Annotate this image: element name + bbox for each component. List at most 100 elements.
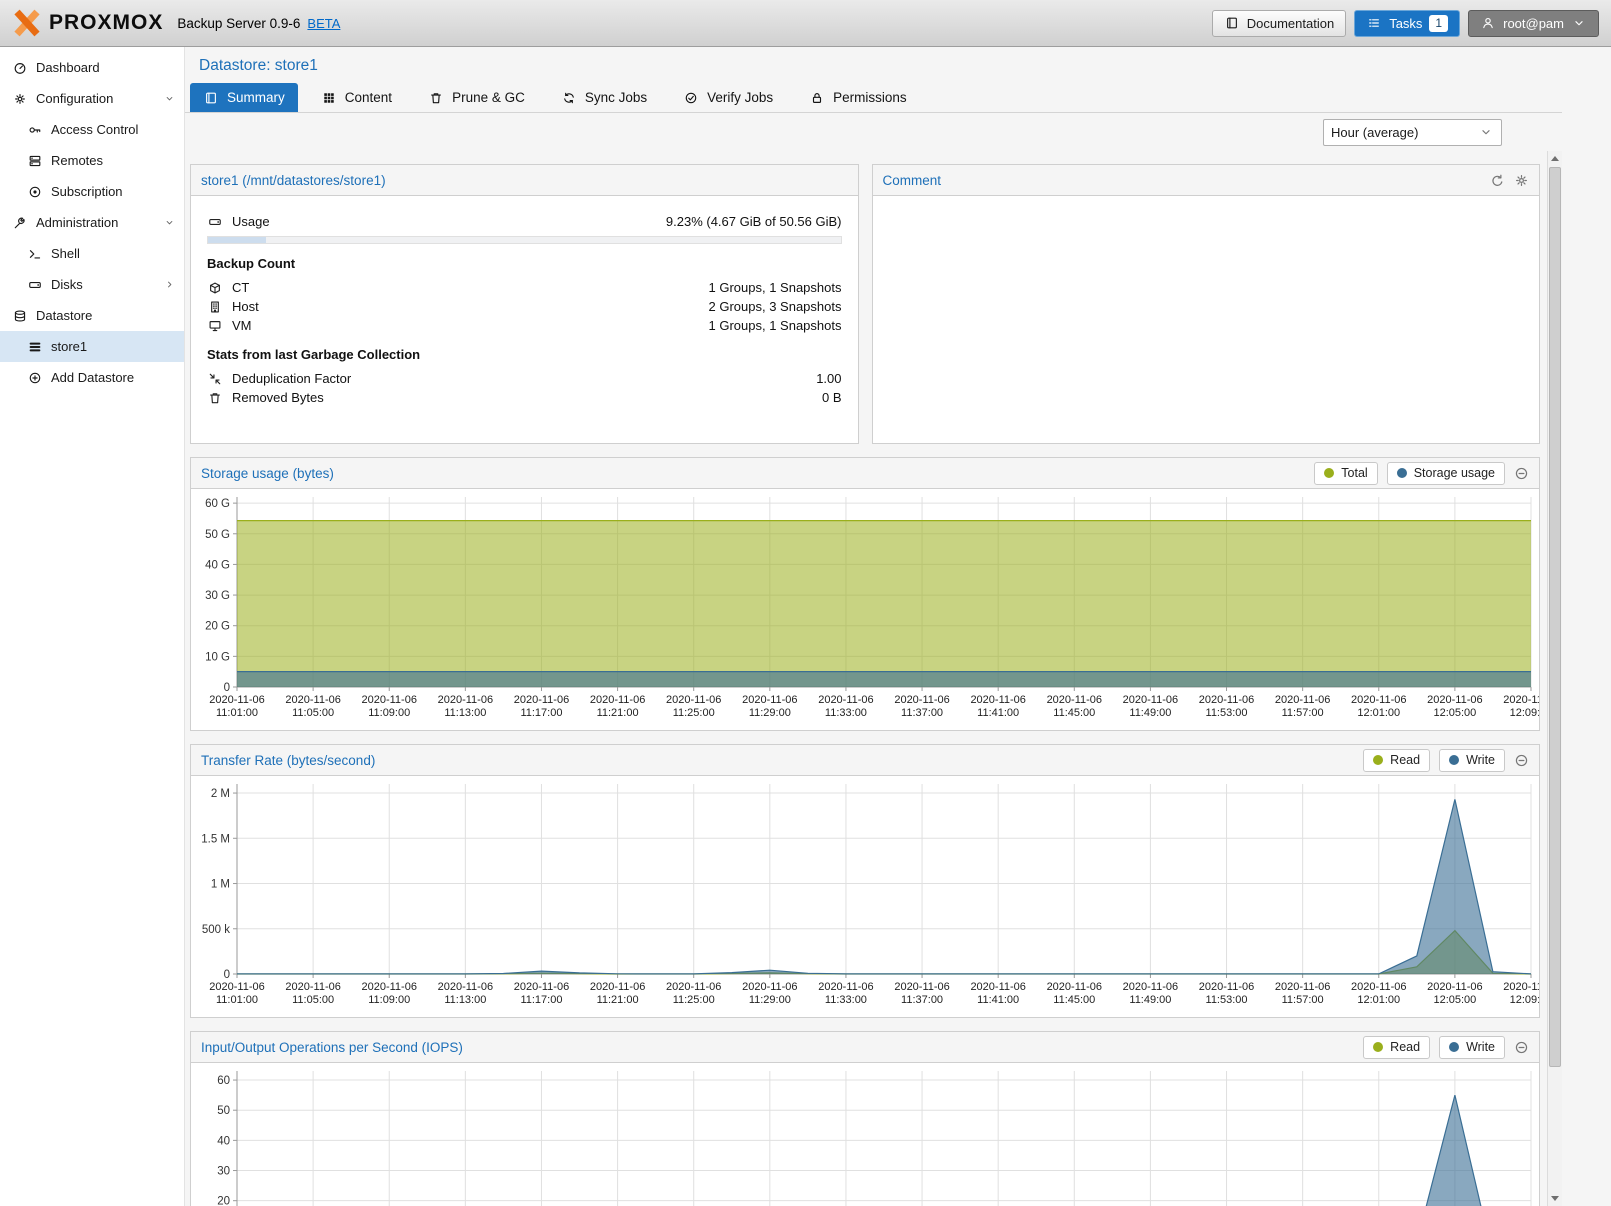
svg-text:11:57:00: 11:57:00 xyxy=(1282,994,1324,1006)
collapse-icon[interactable] xyxy=(1514,753,1529,768)
legend-storage-usage[interactable]: Storage usage xyxy=(1386,461,1505,485)
legend-dot xyxy=(1449,1042,1460,1052)
beta-link[interactable]: BETA xyxy=(307,15,341,31)
svg-text:2020-11-06: 2020-11-06 xyxy=(438,694,493,706)
tab-sync-jobs[interactable]: Sync Jobs xyxy=(548,83,660,112)
row-label: Deduplication Factor xyxy=(232,371,352,386)
tasks-icon xyxy=(1366,15,1382,31)
svg-text:2020-11-06: 2020-11-06 xyxy=(438,981,493,993)
svg-text:2020-11-06: 2020-11-06 xyxy=(590,694,645,706)
svg-text:2020-11-06: 2020-11-06 xyxy=(209,694,264,706)
legend-dot xyxy=(1373,1042,1384,1052)
gc-stats-rows: Deduplication Factor 1.00 Removed Bytes 0 B xyxy=(207,369,842,407)
sidebar-item-subscription[interactable]: Subscription xyxy=(0,176,184,207)
svg-text:11:53:00: 11:53:00 xyxy=(1206,707,1248,719)
comment-panel-body[interactable] xyxy=(872,196,1539,443)
svg-text:11:29:00: 11:29:00 xyxy=(749,994,791,1006)
sidebar-item-dashboard[interactable]: Dashboard xyxy=(0,52,184,83)
svg-text:50: 50 xyxy=(217,1105,230,1117)
sidebar-item-label: Dashboard xyxy=(36,60,100,75)
svg-text:12:01:00: 12:01:00 xyxy=(1357,707,1400,719)
usage-value: 9.23% (4.67 GiB of 50.56 GiB) xyxy=(665,214,842,229)
sidebar-item-add-datastore[interactable]: Add Datastore xyxy=(0,362,184,393)
chart-canvas: 01020304050602020-11-0611:01:002020-11-0… xyxy=(217,1071,1532,1206)
legend-total[interactable]: Total xyxy=(1314,461,1378,485)
svg-text:2020-11-06: 2020-11-06 xyxy=(970,981,1025,993)
building-icon xyxy=(207,299,223,315)
legend-label: Total xyxy=(1341,466,1368,480)
charts-container: Storage usage (bytes) Total Storage usage 0… xyxy=(190,457,1540,1206)
trash-icon xyxy=(207,390,223,406)
legend-dot xyxy=(1373,755,1384,765)
chevron-down-icon xyxy=(164,217,175,228)
svg-text:11:09:00: 11:09:00 xyxy=(368,707,410,719)
legend-label: Read xyxy=(1390,1040,1421,1054)
timeframe-select[interactable]: Hour (average) xyxy=(1323,118,1502,146)
logo-text: PROXMOX xyxy=(49,11,164,34)
sidebar-item-datastore[interactable]: Datastore xyxy=(0,300,184,331)
proxmox-logo: PROXMOX xyxy=(12,8,163,38)
svg-text:2020-11-06: 2020-11-06 xyxy=(894,694,949,706)
sidebar-item-label: Disks xyxy=(51,277,83,292)
usage-progress-fill xyxy=(208,237,267,243)
scrollbar-thumb[interactable] xyxy=(1549,167,1561,1067)
sidebar-item-remotes[interactable]: Remotes xyxy=(0,145,184,176)
key-icon xyxy=(27,122,43,138)
svg-text:12:09:00: 12:09:00 xyxy=(1510,707,1539,719)
summary-row-removed-bytes: Removed Bytes 0 B xyxy=(207,388,842,407)
legend-read[interactable]: Read xyxy=(1363,748,1431,772)
check-circle-icon xyxy=(683,90,699,106)
timeframe-value: Hour (average) xyxy=(1331,124,1419,140)
legend-write[interactable]: Write xyxy=(1439,748,1505,772)
svg-text:2 M: 2 M xyxy=(211,788,230,800)
chart-toolbar: Hour (average) xyxy=(185,113,1562,151)
svg-text:11:05:00: 11:05:00 xyxy=(292,994,334,1006)
trash-icon xyxy=(428,90,444,106)
usage-row: Usage 9.23% (4.67 GiB of 50.56 GiB) xyxy=(207,212,842,231)
svg-text:12:05:00: 12:05:00 xyxy=(1433,994,1476,1006)
sidebar-item-administration[interactable]: Administration xyxy=(0,207,184,238)
tab-verify-jobs[interactable]: Verify Jobs xyxy=(670,83,786,112)
backup-count-heading: Backup Count xyxy=(207,256,296,271)
tab-content[interactable]: Content xyxy=(308,83,405,112)
documentation-button[interactable]: Documentation xyxy=(1211,9,1347,37)
summary-row-deduplication-factor: Deduplication Factor 1.00 xyxy=(207,369,842,388)
svg-text:2020-11-06: 2020-11-06 xyxy=(1123,981,1178,993)
chevron-down-icon xyxy=(1478,124,1494,140)
scroll-down-button[interactable] xyxy=(1548,1191,1562,1206)
collapse-icon[interactable] xyxy=(1514,466,1529,481)
vertical-scrollbar[interactable] xyxy=(1547,151,1562,1206)
collapse-icon[interactable] xyxy=(1514,1040,1529,1055)
tab-summary[interactable]: Summary xyxy=(190,83,298,112)
undo-icon[interactable] xyxy=(1490,173,1505,188)
sidebar-item-label: Access Control xyxy=(51,122,139,137)
svg-text:2020-11-06: 2020-11-06 xyxy=(1275,981,1330,993)
user-menu-button[interactable]: root@pam xyxy=(1468,9,1599,37)
sidebar-item-label: store1 xyxy=(51,339,88,354)
summary-row-vm: VM 1 Groups, 1 Snapshots xyxy=(207,316,842,335)
svg-text:2020-11-06: 2020-11-06 xyxy=(1123,694,1178,706)
scroll-up-button[interactable] xyxy=(1548,151,1562,166)
tab-prune-gc[interactable]: Prune & GC xyxy=(415,83,538,112)
gear-icon[interactable] xyxy=(1514,173,1529,188)
sidebar-item-configuration[interactable]: Configuration xyxy=(0,83,184,114)
sidebar-item-shell[interactable]: Shell xyxy=(0,238,184,269)
tasks-button[interactable]: Tasks 1 xyxy=(1354,9,1461,37)
sidebar-item-access-control[interactable]: Access Control xyxy=(0,114,184,145)
svg-text:2020-11-06: 2020-11-06 xyxy=(285,981,340,993)
chart-body: 01020304050602020-11-0611:01:002020-11-0… xyxy=(191,1063,1539,1206)
legend-read[interactable]: Read xyxy=(1363,1035,1431,1059)
summary-row-host: Host 2 Groups, 3 Snapshots xyxy=(207,297,842,316)
main-area: Datastore: store1 Summary Content Prune & … xyxy=(185,47,1562,1206)
svg-text:2020-11-06: 2020-11-06 xyxy=(970,694,1025,706)
comment-panel-header: Comment xyxy=(872,165,1539,196)
store-icon xyxy=(27,339,43,355)
sidebar-item-store1[interactable]: store1 xyxy=(0,331,184,362)
gc-stats-heading: Stats from last Garbage Collection xyxy=(207,347,421,362)
tab-permissions[interactable]: Permissions xyxy=(796,83,920,112)
sidebar-item-disks[interactable]: Disks xyxy=(0,269,184,300)
svg-text:0: 0 xyxy=(224,969,230,981)
svg-text:11:21:00: 11:21:00 xyxy=(597,707,639,719)
row-label: VM xyxy=(232,318,252,333)
legend-write[interactable]: Write xyxy=(1439,1035,1505,1059)
